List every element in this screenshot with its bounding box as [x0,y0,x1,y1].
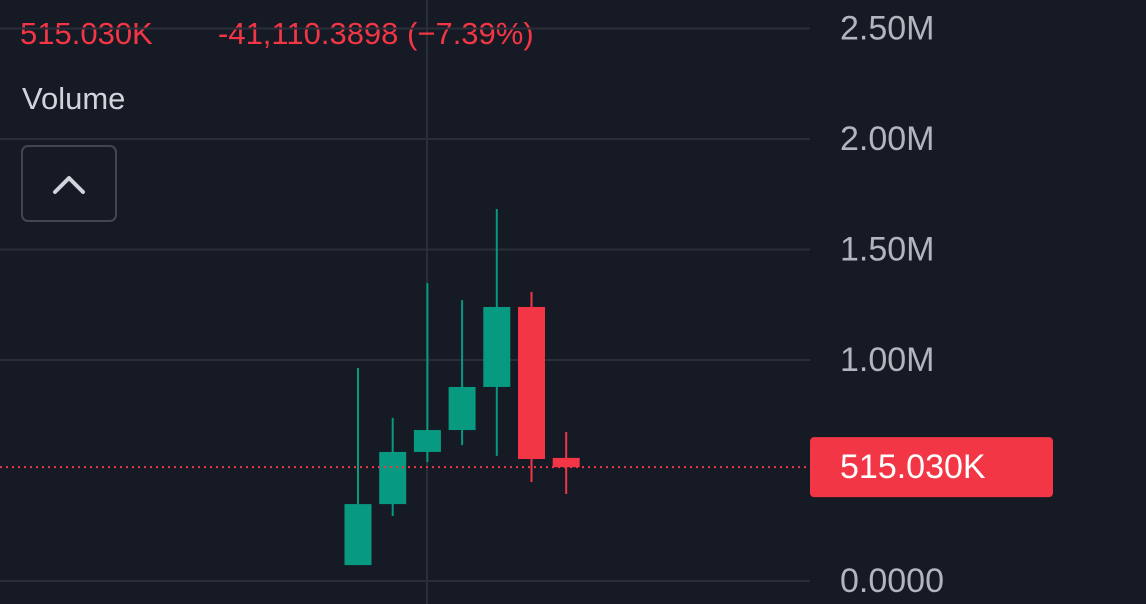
y-tick-label: 2.00M [840,120,935,158]
candle-body [552,457,580,468]
y-tick-label: 0.0000 [840,562,944,600]
candle-body [344,504,372,566]
header-change: -41,110.3898 (−7.39%) [218,16,534,51]
candle-body [518,306,545,460]
chevron-up-icon[interactable] [53,176,85,194]
candle-body [483,306,511,387]
y-tick-label: 1.00M [840,341,935,379]
button-frame[interactable] [21,145,117,222]
collapse-button[interactable] [21,145,117,222]
last-price-badge [810,437,1053,498]
header-last-price: 515.030K [20,16,153,51]
candle-body [379,451,407,505]
indicator-name: Volume [22,81,125,116]
y-tick-label: 2.50M [840,9,935,47]
candle-body [413,430,441,452]
y-tick-label: 1.50M [840,230,935,268]
last-price-label: 515.030K [840,448,986,486]
candle-body [448,386,476,431]
